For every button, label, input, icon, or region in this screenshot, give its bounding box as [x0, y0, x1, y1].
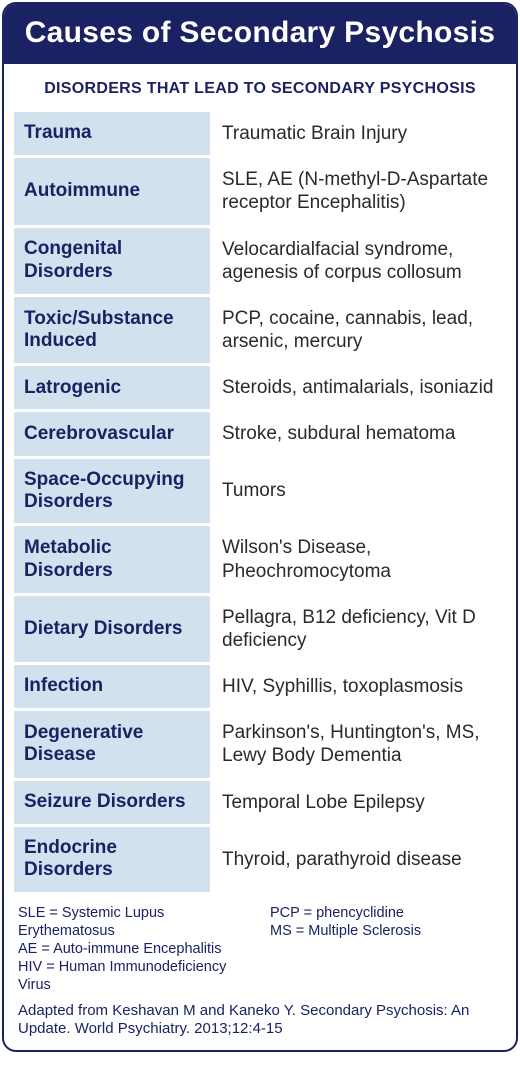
info-card: Causes of Secondary Psychosis DISORDERS … [2, 2, 518, 1052]
description-cell: Parkinson's, Huntington's, MS, Lewy Body… [210, 711, 506, 780]
category-cell: Trauma [14, 112, 210, 158]
description-cell: PCP, cocaine, cannabis, lead, arsenic, m… [210, 297, 506, 366]
category-cell: Toxic/Substance Induced [14, 297, 210, 366]
footnote-line: HIV = Human Immunodeficiency Virus [18, 958, 250, 994]
card-title: Causes of Secondary Psychosis [4, 4, 516, 64]
footnote-line: MS = Multiple Sclerosis [270, 922, 502, 940]
description-cell: Wilson's Disease, Pheochromocytoma [210, 526, 506, 595]
table-row: InfectionHIV, Syphillis, toxoplasmosis [14, 665, 506, 711]
category-cell: Metabolic Disorders [14, 526, 210, 595]
description-cell: Steroids, antimalarials, isoniazid [210, 366, 506, 412]
table-row: CerebrovascularStroke, subdural hematoma [14, 412, 506, 458]
description-cell: SLE, AE (N-methyl-D-Aspartate receptor E… [210, 158, 506, 227]
citation: Adapted from Keshavan M and Kaneko Y. Se… [4, 996, 516, 1049]
table-row: AutoimmuneSLE, AE (N-methyl-D-Aspartate … [14, 158, 506, 227]
category-cell: Dietary Disorders [14, 596, 210, 665]
table-row: Space-Occupying DisordersTumors [14, 459, 506, 527]
table-row: LatrogenicSteroids, antimalarials, isoni… [14, 366, 506, 412]
description-cell: Velocardialfacial syndrome, agenesis of … [210, 228, 506, 297]
category-cell: Latrogenic [14, 366, 210, 412]
description-cell: Traumatic Brain Injury [210, 112, 506, 158]
category-cell: Endocrine Disorders [14, 827, 210, 892]
table-row: Degenerative DiseaseParkinson's, Hunting… [14, 711, 506, 780]
table-row: Toxic/Substance InducedPCP, cocaine, can… [14, 297, 506, 366]
table-row: Endocrine DisordersThyroid, parathyroid … [14, 827, 506, 892]
table-row: Metabolic DisordersWilson's Disease, Phe… [14, 526, 506, 595]
footnote-line: SLE = Systemic Lupus Erythematosus [18, 904, 250, 940]
disorders-table: TraumaTraumatic Brain InjuryAutoimmuneSL… [4, 112, 516, 896]
footnotes-right: PCP = phencyclidineMS = Multiple Scleros… [270, 904, 502, 995]
category-cell: Autoimmune [14, 158, 210, 227]
description-cell: HIV, Syphillis, toxoplasmosis [210, 665, 506, 711]
description-cell: Temporal Lobe Epilepsy [210, 781, 506, 827]
category-cell: Seizure Disorders [14, 781, 210, 827]
category-cell: Degenerative Disease [14, 711, 210, 780]
category-cell: Infection [14, 665, 210, 711]
footnotes: SLE = Systemic Lupus ErythematosusAE = A… [4, 896, 516, 997]
description-cell: Stroke, subdural hematoma [210, 412, 506, 458]
table-row: TraumaTraumatic Brain Injury [14, 112, 506, 158]
table-row: Congenital DisordersVelocardialfacial sy… [14, 228, 506, 297]
description-cell: Thyroid, parathyroid disease [210, 827, 506, 892]
category-cell: Space-Occupying Disorders [14, 459, 210, 527]
footnote-line: PCP = phencyclidine [270, 904, 502, 922]
table-row: Dietary DisordersPellagra, B12 deficienc… [14, 596, 506, 665]
category-cell: Cerebrovascular [14, 412, 210, 458]
category-cell: Congenital Disorders [14, 228, 210, 297]
footnote-line: AE = Auto-immune Encephalitis [18, 940, 250, 958]
card-subheader: DISORDERS THAT LEAD TO SECONDARY PSYCHOS… [4, 64, 516, 112]
description-cell: Pellagra, B12 deficiency, Vit D deficien… [210, 596, 506, 665]
footnotes-left: SLE = Systemic Lupus ErythematosusAE = A… [18, 904, 250, 995]
description-cell: Tumors [210, 459, 506, 527]
table-row: Seizure DisordersTemporal Lobe Epilepsy [14, 781, 506, 827]
